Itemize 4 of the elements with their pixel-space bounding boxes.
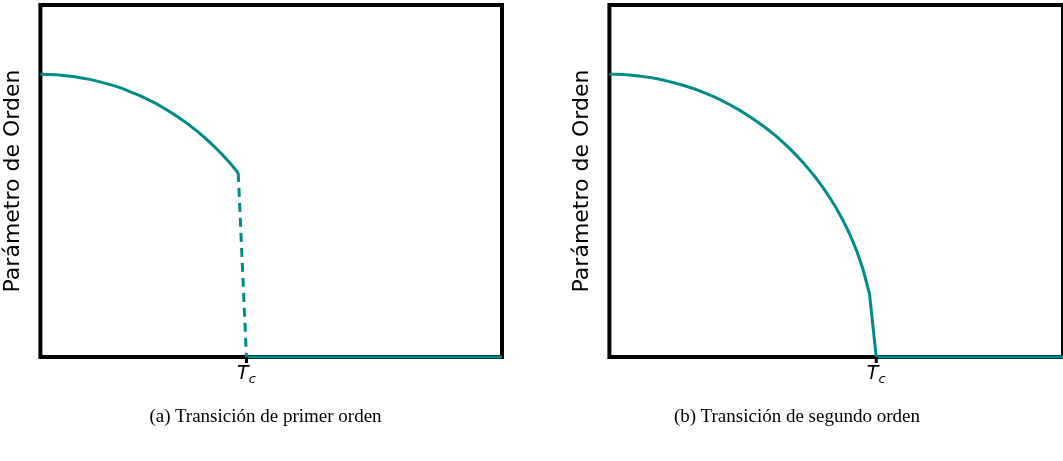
text: (b) Transición de segundo orden <box>673 405 921 427</box>
y-axis-title: Parámetro de Orden <box>567 69 593 293</box>
text: (a) Transición de primer orden <box>148 405 383 427</box>
y-axis-title: Parámetro de Orden <box>0 69 24 293</box>
